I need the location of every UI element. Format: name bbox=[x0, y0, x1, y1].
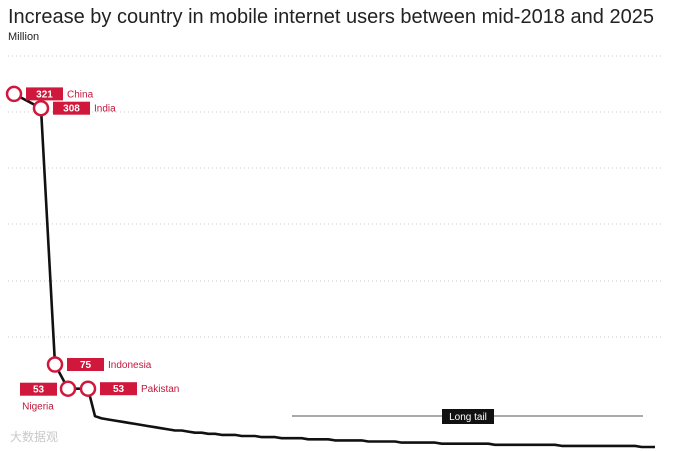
country-label-pakistan: Pakistan bbox=[141, 384, 179, 395]
long-tail-label-box bbox=[442, 409, 494, 424]
country-label-indonesia: Indonesia bbox=[108, 360, 152, 371]
chart-title: Increase by country in mobile internet u… bbox=[8, 6, 654, 28]
series-line bbox=[13, 92, 655, 449]
callouts: 321 China 308 India 75 Indonesia 53 Nigeria 53 Pa… bbox=[5, 85, 179, 413]
long-tail-label: Long tail bbox=[449, 412, 487, 423]
callout-box-china bbox=[26, 87, 63, 101]
long-tail-annotation: Long tail bbox=[292, 409, 643, 424]
gridlines bbox=[8, 55, 664, 338]
data-label-china: 321 bbox=[36, 89, 53, 100]
watermark-text: 大数据观 bbox=[10, 430, 59, 444]
country-label-india: India bbox=[94, 104, 116, 115]
data-label-india: 308 bbox=[63, 104, 80, 115]
callout-box-pakistan bbox=[100, 382, 137, 396]
callout-box-india bbox=[53, 101, 90, 115]
data-point-india bbox=[32, 99, 50, 117]
callout-box-nigeria bbox=[20, 382, 57, 396]
series-line-group bbox=[13, 92, 655, 449]
data-point-pakistan bbox=[79, 380, 97, 397]
data-point-indonesia bbox=[46, 356, 64, 373]
country-label-china: China bbox=[67, 89, 94, 100]
country-label-nigeria: Nigeria bbox=[22, 402, 54, 413]
data-point-china bbox=[5, 85, 23, 103]
data-label-pakistan: 53 bbox=[113, 384, 125, 395]
data-label-indonesia: 75 bbox=[80, 360, 92, 371]
callout-box-indonesia bbox=[67, 358, 104, 371]
data-point-nigeria bbox=[59, 380, 77, 397]
y-axis-unit-label: Million bbox=[8, 31, 40, 43]
data-label-nigeria: 53 bbox=[33, 385, 45, 396]
